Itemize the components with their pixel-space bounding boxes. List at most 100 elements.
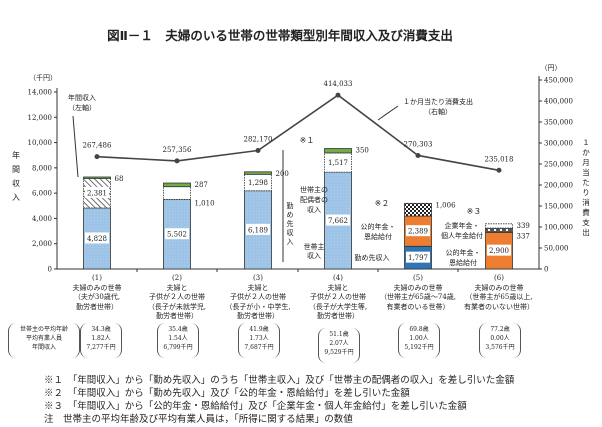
right-tick-label: 400,000	[544, 98, 573, 106]
avg-age: 35.4歳	[168, 326, 188, 333]
right-tick-label: 250,000	[544, 161, 573, 169]
left-tick-label: 10,000	[28, 139, 53, 147]
bar-value-label: 2,900	[489, 247, 509, 255]
annotation-householder-income: 世帯主	[304, 242, 325, 251]
consumption-label: 282,170	[244, 135, 273, 143]
annotation-work-income-char: め	[287, 211, 294, 219]
consumption-label: 414,033	[324, 80, 353, 88]
left-axis-label-char: 年	[12, 150, 20, 160]
annotation-pension: 公的年金・	[361, 222, 396, 231]
consumption-label: 270,303	[404, 140, 433, 148]
annual-income: 7,277千円	[86, 344, 116, 351]
bar-segment-spouse	[163, 186, 191, 200]
avg-age: 51.1歳	[329, 331, 349, 338]
right-axis-label-char: 月	[582, 158, 590, 167]
annotation-work-income: 勤め先収入	[355, 253, 390, 262]
consumption-point	[94, 154, 100, 160]
bar-value-label: 5,502	[167, 231, 187, 239]
annotation-householder-income: 収入	[307, 252, 321, 260]
annotation-corp-pension: 個人年金給付	[441, 231, 483, 240]
category-desc: （夫が30歳代,	[73, 293, 121, 302]
category-desc: 子供が２人の世帯	[230, 293, 286, 302]
annotation-note1: ※１	[300, 136, 315, 145]
category-desc: 夫婦と	[166, 283, 188, 292]
chart: 0 2,000 4,000 6,000 8,000 10,000 12,000 14,000 0…	[12, 64, 590, 274]
right-axis-label-char: 出	[582, 227, 590, 237]
bar-value-label: 4,828	[87, 235, 107, 243]
category-label: (3) 夫婦と 子供が２人の世帯 （長子が小・中学生, 勤労者世帯）	[218, 274, 298, 322]
avg-earners: 0.00人	[490, 335, 510, 342]
avg-age: 34.3歳	[91, 326, 111, 333]
annotation-spouse-income: 配偶者の	[300, 195, 328, 204]
category-label: (4) 夫婦と 子供が２人の世帯 （長子が大学生等, 勤労者世帯）	[298, 274, 378, 322]
category-desc: 勤労者世帯）	[76, 302, 118, 311]
right-tick-label: 200,000	[544, 182, 573, 190]
footnote-1: ※１ 「年間収入」から「勤め先収入」のうち「世帯主収入」及び「世帯主の配偶者の収…	[44, 375, 515, 386]
category-desc: 夫婦と	[327, 283, 349, 292]
right-axis-label-char: か	[582, 148, 590, 157]
category-desc: （長子が未就学児,	[147, 302, 207, 311]
category-number: (5)	[413, 274, 423, 282]
bar-value-label: 68	[115, 175, 124, 183]
bar-value-label: 1,517	[328, 159, 348, 167]
category-desc: 夫婦のみの世帯	[72, 283, 122, 292]
annotation-income: 年間収入	[68, 93, 96, 102]
footnote-note: 注 世帯主の平均年齢及び平均有業人員は，「所得に関する結果」の数値	[44, 414, 353, 425]
annotation-work-income-char: 先	[287, 219, 294, 228]
bar-value-label: 350	[356, 147, 369, 155]
legend-income: 年間収入	[31, 344, 56, 351]
annotation-work-income-char: 収	[287, 229, 294, 237]
category-desc: 勤労者世帯）	[317, 312, 359, 321]
value-box	[326, 156, 350, 168]
annotation-work-income-char: 勤	[287, 201, 294, 210]
right-tick-label: 450,000	[544, 77, 573, 85]
value-box	[165, 228, 189, 240]
left-tick-label: 2,000	[32, 240, 52, 248]
right-axis-label-char: た	[582, 178, 590, 187]
category-number: (6)	[494, 274, 504, 282]
left-axis-unit: （千円）	[29, 73, 57, 82]
category-number: (1)	[92, 274, 102, 282]
avg-earners: 1.73人	[249, 335, 269, 342]
right-axis-label-char: 当	[582, 167, 590, 177]
consumption-label: 267,486	[83, 142, 112, 150]
annual-income: 6,799千円	[163, 344, 193, 351]
consumption-line	[96, 94, 500, 172]
category-desc: 有業者のいない世帯）	[464, 302, 534, 311]
annotation-note2: ※２	[375, 199, 390, 208]
right-tick-label: 100,000	[544, 224, 573, 232]
right-axis-label-char: １	[582, 138, 590, 147]
bar-value-label: 1,006	[436, 201, 457, 209]
category-desc: 勤労者世帯）	[237, 312, 279, 321]
category-label: (2) 夫婦と 子供が２人の世帯 （長子が未就学児, 勤労者世帯）	[137, 274, 217, 322]
right-tick-label: 300,000	[544, 140, 573, 148]
annotation-spend: １か月当たり消費支出	[403, 97, 473, 106]
annotation-arrow	[377, 105, 399, 121]
category-desc: 子供が２人の世帯	[149, 293, 205, 302]
bar-segment-note3	[485, 223, 513, 229]
value-box	[246, 223, 270, 235]
bar-value-label: 200	[276, 170, 289, 178]
annotation-pension: 公的年金・	[446, 248, 481, 257]
category-label: (6) 夫婦のみの世帯 （世帯主が65歳以上, 有業者のいない世帯）	[459, 274, 539, 312]
left-tick-label: 8,000	[32, 164, 52, 172]
category-desc: 勤労者世帯）	[156, 312, 198, 321]
avg-age: 77.2歳	[490, 326, 510, 333]
right-tick-label: 350,000	[544, 119, 573, 127]
annotation-corp-pension: 企業年金・	[445, 221, 480, 230]
consumption-point	[415, 152, 421, 158]
category-desc: （世帯主が65歳～74歳,	[379, 293, 457, 302]
avg-age: 41.9歳	[249, 326, 269, 333]
right-tick-label: 150,000	[544, 203, 573, 211]
category-desc: 子供が２人の世帯	[310, 293, 366, 302]
category-desc: 夫婦のみの世帯	[393, 283, 443, 292]
value-box	[406, 251, 430, 263]
right-axis-label-char: 消	[582, 197, 590, 207]
annotation-note3: ※３	[467, 207, 482, 216]
legend-box: 世帯主の平均年齢 平均有業人員 年間収入	[8, 323, 80, 358]
category-desc: 夫婦と	[247, 283, 269, 292]
annual-income: 9,529千円	[324, 349, 354, 356]
left-tick-label: 0	[48, 266, 52, 274]
category-label: (1) 夫婦のみの世帯 （夫が30歳代, 勤労者世帯）	[57, 274, 137, 312]
bar-value-label: 339	[517, 222, 530, 230]
